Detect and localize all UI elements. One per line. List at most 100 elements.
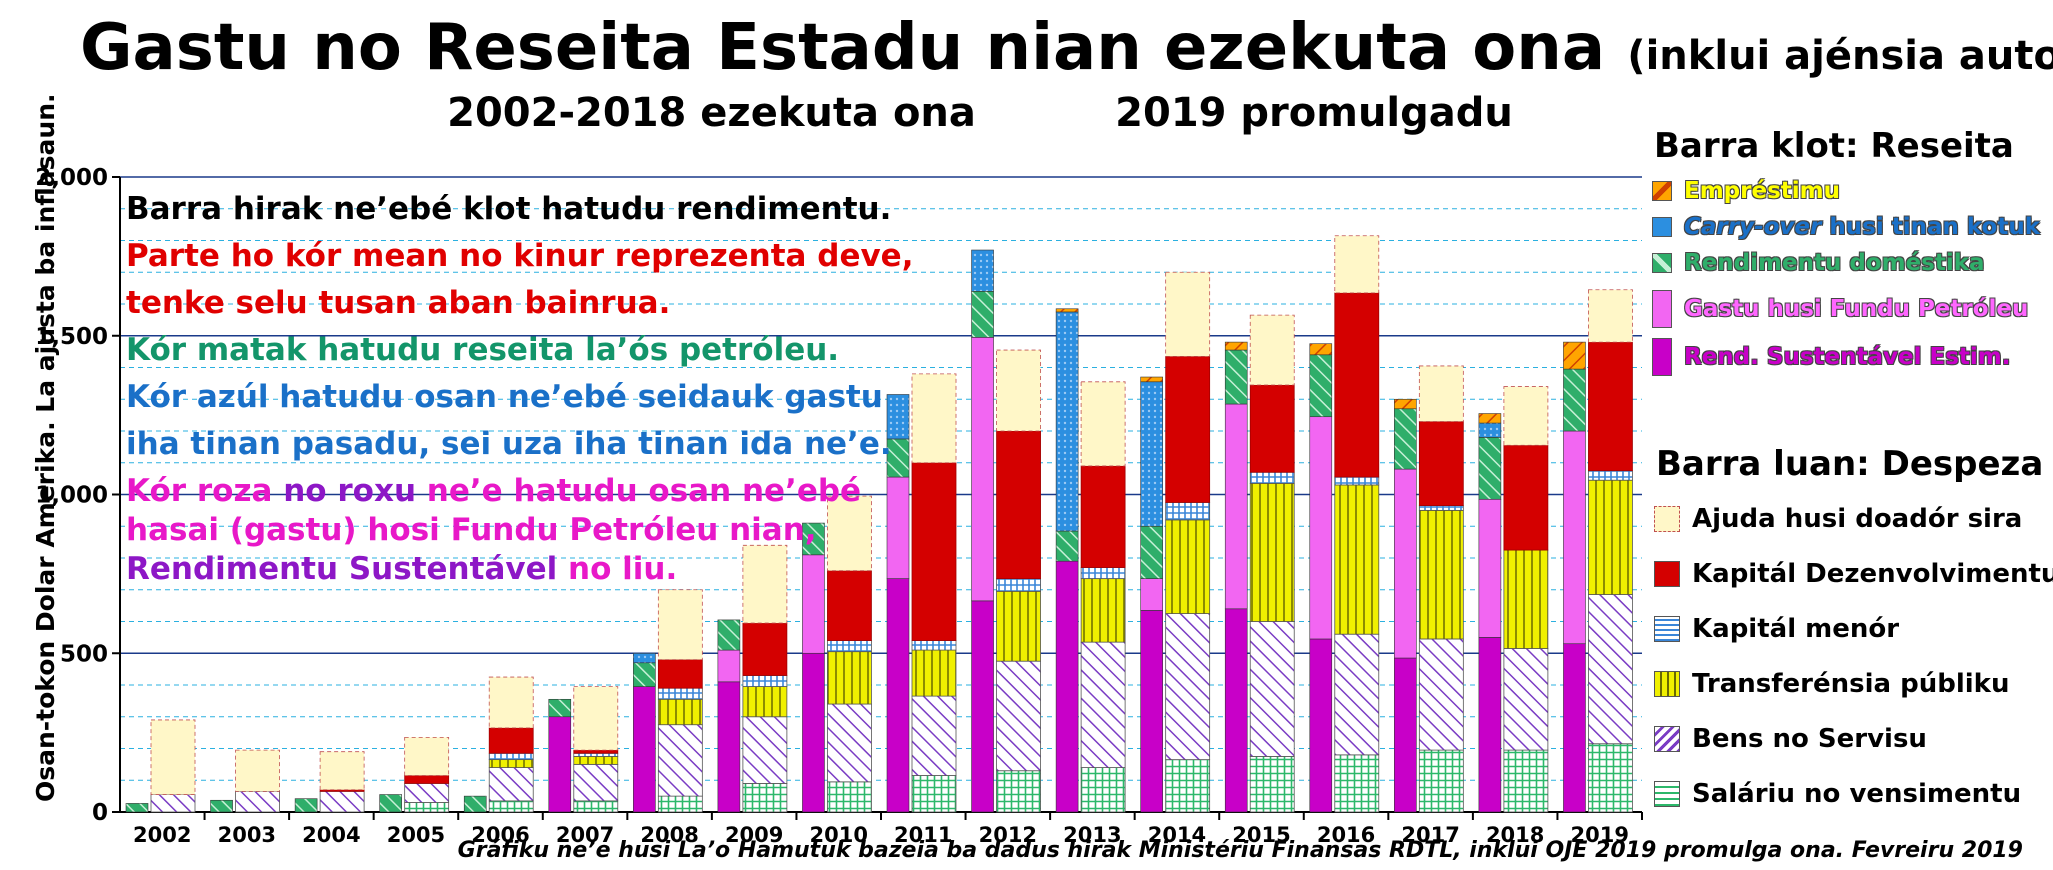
x-tick-label: 2019 [1570, 823, 1628, 847]
expense-bar-capdev [827, 570, 872, 641]
revenue-bar-esi [1478, 637, 1502, 813]
expense-bar-minor [742, 675, 788, 687]
legend-expense-title: Barra luan: Despeza [1656, 444, 2044, 484]
expense-bar-salaries [1334, 754, 1380, 813]
note-segment: Kór roza [126, 473, 284, 509]
expense-bar-capdev [319, 789, 365, 792]
legend-label: Kapitál Dezenvolvimentu [1692, 559, 2053, 589]
legend-item-carryover: Carry-over husi tinan kotuk [1652, 214, 2040, 240]
chart-title: Gastu no Reseita Estadu nian ezekuta ona… [80, 8, 2053, 96]
expense-bar-goods [827, 703, 872, 783]
expense-bar-capdev [1249, 384, 1295, 473]
revenue-bar-esi [548, 716, 572, 813]
expense-bar-goods [1080, 641, 1126, 768]
note-segment: hasai (gastu) hosi Fundu Petróleu nian, [126, 512, 817, 548]
expense-bar-donor [742, 544, 788, 624]
expense-bar-salaries [1080, 767, 1126, 813]
subtitle-right: 2019 promulgadu [1115, 90, 1513, 136]
expense-bar-transfers [1418, 509, 1464, 640]
chart-subtitle: 2002-2018 ezekuta ona 2019 promulgadu [0, 88, 1960, 138]
expense-bar-salaries [911, 775, 957, 813]
expense-bar-salaries [1249, 756, 1295, 813]
legend-swatch [1652, 290, 1672, 328]
expense-bar-transfers [827, 651, 872, 705]
y-axis-label: Osan-tokon Dolar Amerika. La ajusta ba i… [31, 93, 60, 802]
legend-label: Kapitál menór [1692, 614, 1900, 644]
legend-item-capdev: Kapitál Dezenvolvimentu [1654, 559, 2053, 589]
note-segment: Barra hirak ne’ebé klot hatudu rendiment… [126, 191, 892, 227]
revenue-bar-esi [717, 681, 741, 813]
note-line: Kór roza no roxu ne’e hatudu osan ne’ebé [126, 472, 914, 511]
expense-bar-donor [996, 349, 1041, 432]
expense-bar-donor [573, 686, 619, 751]
expense-bar-transfers [488, 759, 534, 768]
x-tick-label: 2010 [809, 823, 867, 847]
x-axis: 2002 2003 2004 2005 2006 2007 2008 2009 2010 2011… [120, 811, 1643, 847]
revenue-bar-esi [1309, 638, 1333, 813]
legend-label: Ajuda husi doadór sira [1692, 504, 2023, 534]
revenue-bar-esi [971, 600, 994, 813]
expense-bar-minor [1334, 476, 1380, 486]
revenue-bar-pf_excess [1394, 468, 1417, 659]
note-line: Parte ho kór mean no kinur reprezenta de… [126, 237, 914, 276]
revenue-bar-pf_excess [1563, 430, 1586, 645]
expense-bar-capdev [911, 462, 957, 641]
revenue-bar-loans [1563, 341, 1586, 370]
expense-bar-capdev [996, 430, 1041, 580]
revenue-bar-loans [1055, 308, 1079, 313]
expense-bar-salaries [573, 800, 619, 813]
legend-label: Empréstimu [1684, 178, 1840, 204]
revenue-bar-domestic [1309, 354, 1333, 418]
note-line: Kór matak hatudu reseita la’ós petróleu. [126, 331, 914, 370]
expense-bar-donor [1080, 381, 1126, 467]
expense-bar-goods [404, 783, 450, 803]
legend-label-text: Rendimentu doméstika [1684, 250, 1985, 276]
x-tick-label: 2005 [387, 823, 445, 847]
expense-bar-donor [657, 589, 703, 660]
revenue-bar-domestic [1394, 408, 1417, 470]
revenue-bar-carryover [1055, 311, 1079, 532]
legend-item-loans: Empréstimu [1652, 178, 1840, 204]
note-segment: Parte ho kór mean no kinur reprezenta de… [126, 238, 914, 274]
expense-bar-capdev [1165, 355, 1211, 503]
revenue-bar-pf_excess [717, 649, 741, 683]
legend-label: Rendimentu doméstika [1684, 250, 1985, 276]
expense-bar-salaries [488, 800, 534, 813]
expense-bar-transfers [742, 686, 788, 718]
legend-label: Rend. Sustentável Estim. [1684, 344, 2010, 370]
legend-swatch [1654, 561, 1680, 587]
revenue-bar-domestic [379, 794, 402, 813]
expense-bar-minor [1249, 471, 1295, 484]
note-segment: Kór matak hatudu reseita la’ós petróleu. [126, 332, 840, 368]
expense-bar-transfers [1249, 482, 1295, 622]
expense-bar-transfers [657, 698, 703, 726]
expense-bar-transfers [1080, 578, 1126, 643]
note-segment: iha tinan pasadu, sei uza iha tinan ida … [126, 426, 892, 462]
revenue-bar-loans [1224, 341, 1248, 351]
expense-bar-minor [1080, 567, 1126, 580]
expense-bar-donor [404, 736, 450, 776]
y-tick-label: 500 [60, 641, 108, 667]
legend-swatch [1654, 616, 1680, 642]
revenue-bar-esi [1140, 610, 1163, 813]
expense-bar-goods [742, 716, 788, 784]
legend-label: Bens no Servisu [1692, 724, 1927, 754]
legend-item-salaries: Saláriu no vensimentu [1654, 779, 2021, 809]
legend-swatch [1654, 781, 1680, 807]
legend-swatch [1652, 181, 1672, 201]
expense-bar-capdev [1334, 292, 1380, 478]
expense-bar-donor [235, 749, 280, 792]
title-main: Gastu no Reseita Estadu nian ezekuta ona [80, 11, 1605, 85]
legend-revenue-title: Barra klot: Reseita [1654, 126, 2014, 166]
legend-label: Gastu husi Fundu Petróleu [1684, 296, 2028, 322]
legend-label-text: Gastu husi Fundu Petróleu [1684, 296, 2029, 322]
note-segment: tenke selu tusan aban bainrua. [126, 285, 671, 321]
expense-bar-minor [657, 687, 703, 700]
legend-swatch [1654, 506, 1680, 532]
y-tick-label: 0 [92, 800, 108, 826]
legend-swatch [1654, 726, 1680, 752]
x-tick-label: 2003 [218, 823, 276, 847]
expense-bar-donor [1249, 314, 1295, 386]
legend-item-donor: Ajuda husi doadór sira [1654, 504, 2022, 534]
